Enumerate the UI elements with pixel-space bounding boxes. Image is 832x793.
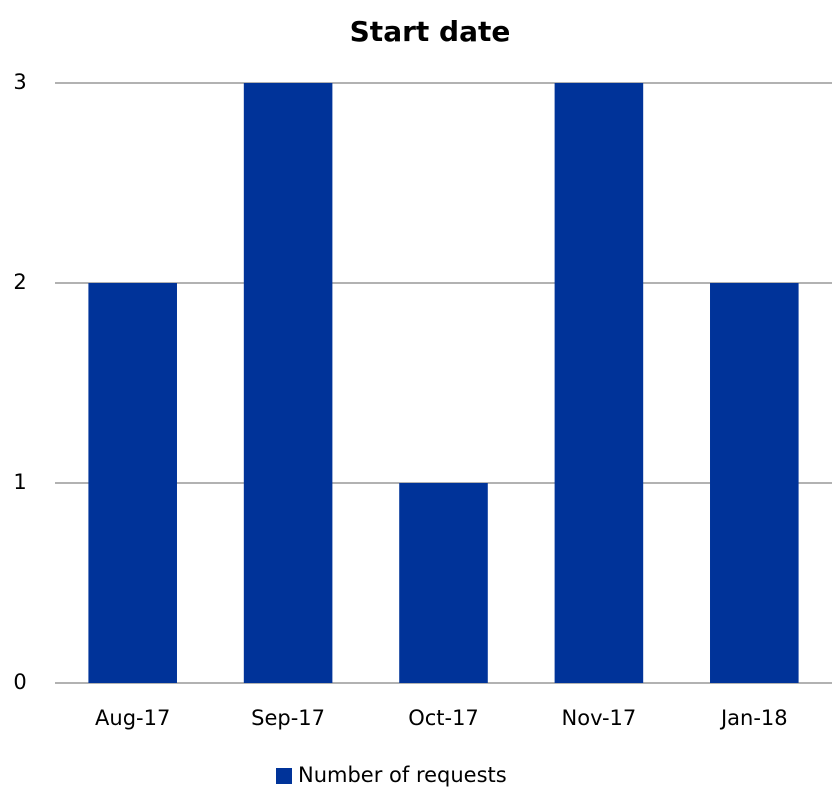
bar bbox=[710, 283, 799, 683]
bar bbox=[554, 83, 644, 683]
bar bbox=[243, 83, 333, 683]
y-tick-label: 0 bbox=[13, 670, 26, 694]
x-tick-label: Sep-17 bbox=[251, 706, 325, 730]
bar bbox=[88, 283, 177, 683]
legend-swatch bbox=[276, 768, 292, 784]
legend-label: Number of requests bbox=[298, 763, 507, 787]
x-tick-label: Jan-18 bbox=[719, 706, 788, 730]
x-tick-label: Aug-17 bbox=[95, 706, 170, 730]
x-tick-label: Oct-17 bbox=[408, 706, 479, 730]
bar bbox=[399, 483, 488, 683]
x-tick-label: Nov-17 bbox=[562, 706, 637, 730]
chart-title: Start date bbox=[350, 15, 511, 48]
y-tick-label: 2 bbox=[13, 270, 26, 294]
y-tick-label: 1 bbox=[13, 470, 26, 494]
y-tick-label: 3 bbox=[13, 70, 26, 94]
